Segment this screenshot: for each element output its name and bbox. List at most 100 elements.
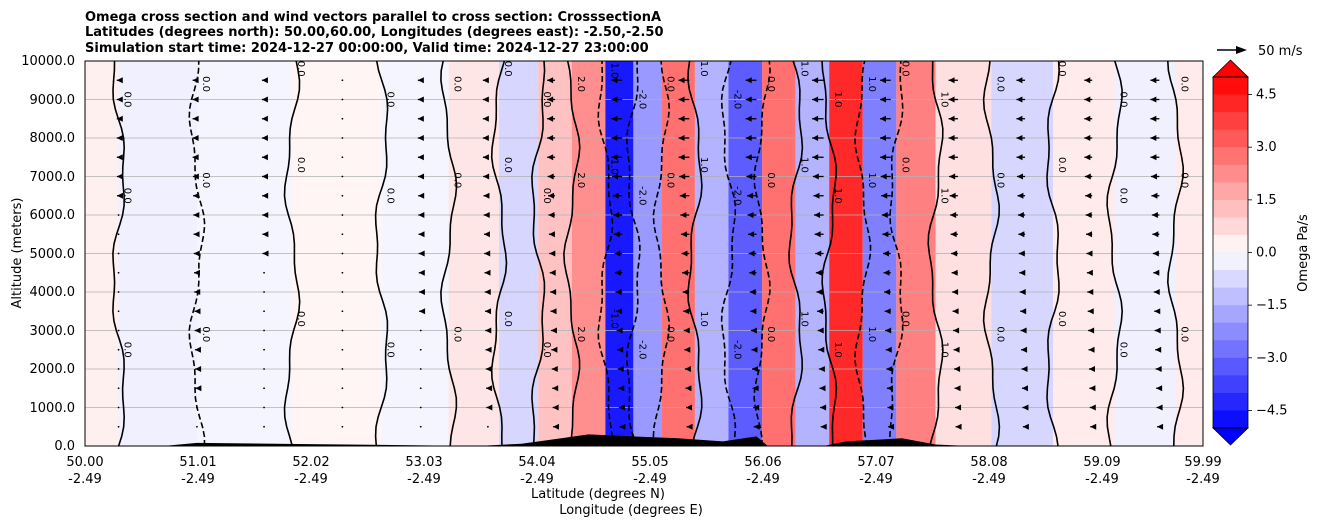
wind-vector	[341, 79, 344, 82]
wind-vector	[341, 117, 344, 120]
contour-line	[753, 61, 771, 446]
contour-label: -2.0	[636, 340, 647, 360]
contour-label: 0.0	[200, 326, 211, 342]
colorbar-label: Omega Pa/s	[1296, 214, 1311, 292]
wind-vector-head	[550, 308, 557, 315]
contour-label: 0.0	[452, 76, 463, 92]
wind-vector-head	[949, 192, 956, 199]
contour-label: 0.0	[385, 188, 396, 204]
contour-label: 0.0	[541, 188, 552, 204]
contour-line	[889, 61, 904, 446]
y-axis: 0.0 1000.0 2000.0 3000.0 4000.0 5000.0 6…	[10, 54, 75, 454]
wind-vector-head	[484, 289, 491, 295]
wind-vector-head	[486, 385, 493, 392]
wind-vector-head	[948, 77, 955, 84]
wind-vector-head	[116, 96, 123, 103]
wind-vector-head	[1021, 385, 1028, 392]
colorbar-tick-label: −4.5	[1256, 403, 1288, 418]
wind-vector	[263, 329, 265, 332]
wind-vector-head	[261, 96, 268, 103]
wind-vector-head	[746, 173, 753, 180]
colorbar-step	[1213, 410, 1248, 428]
wind-vector-head	[612, 173, 619, 180]
wind-vector-head	[482, 115, 489, 122]
wind-vector-head	[194, 269, 201, 276]
wind-vector-head	[812, 115, 819, 122]
wind-vector-head	[748, 250, 755, 257]
x-tick-lon: -2.49	[68, 472, 102, 487]
x-tick-lat: 59.99	[1184, 455, 1221, 470]
wind-vector-head	[1150, 154, 1157, 161]
contour-label: 0.0	[385, 92, 396, 108]
wind-vector	[117, 214, 120, 216]
x-tick-lat: 52.02	[292, 455, 329, 470]
wind-vector-head	[954, 366, 961, 372]
wind-vector-head	[1150, 115, 1157, 122]
contour-line	[821, 61, 838, 446]
wind-vector-head	[194, 308, 201, 315]
wind-vector-head	[818, 366, 825, 372]
contour-label: 0.0	[664, 326, 675, 342]
wind-vector-head	[816, 289, 823, 295]
contour-label: 0.0	[899, 311, 910, 327]
contour-label: 0.0	[295, 61, 306, 77]
wind-vector-head	[1084, 135, 1091, 141]
contour-label: 0.0	[1179, 76, 1190, 92]
wind-vector-head	[262, 173, 269, 180]
contour-line	[490, 61, 508, 446]
wind-vector-head	[548, 192, 555, 199]
wind-vector	[341, 252, 344, 255]
wind-vector-head	[949, 173, 956, 180]
contour-label: 0.0	[994, 76, 1005, 92]
wind-vector-head	[1089, 404, 1096, 411]
wind-vector-head	[681, 250, 688, 257]
wind-vector-head	[484, 269, 491, 276]
contour-line	[927, 61, 944, 446]
x-tick-lon: -2.49	[1186, 472, 1220, 487]
contour-label: 1.0	[799, 311, 810, 327]
colorbar-step	[1213, 77, 1248, 95]
wind-vector-head	[1020, 308, 1027, 315]
wind-vector-head	[678, 135, 685, 141]
contour-line	[597, 61, 614, 446]
contour-label: 0.0	[664, 172, 675, 188]
wind-vector-head	[1151, 192, 1158, 199]
wind-vector-head	[1155, 346, 1162, 353]
x-tick-lon: -2.49	[520, 472, 554, 487]
contour-label: 0.0	[502, 311, 513, 327]
wind-vector-head	[192, 115, 199, 122]
contour-label: 0.0	[385, 342, 396, 358]
wind-vector-head	[951, 250, 958, 257]
wind-vector	[117, 233, 120, 236]
wind-vector-head	[815, 250, 822, 257]
wind-vector-head	[482, 154, 489, 161]
wind-vector-head	[753, 404, 760, 411]
wind-vector-head	[948, 135, 955, 141]
wind-vector	[117, 271, 120, 274]
y-tick-label: 5000.0	[30, 247, 76, 262]
wind-vector-head	[812, 96, 819, 103]
y-tick-label: 0.0	[54, 439, 75, 454]
wind-vector-head	[749, 289, 756, 295]
colorbar: 4.5 3.0 1.5 0.0 −1.5 −3.0 −4.5 Omega Pa/s	[1212, 59, 1311, 446]
contour-label: 0.0	[1179, 172, 1190, 188]
wind-vector-head	[746, 192, 753, 199]
wind-vector-head	[192, 154, 199, 161]
colorbar-tick-label: 1.5	[1256, 193, 1277, 208]
colorbar-tick-label: −1.5	[1256, 298, 1288, 313]
wind-vector	[117, 425, 120, 428]
wind-vector-head	[684, 366, 691, 372]
wind-vector-head	[814, 212, 821, 218]
wind-vector-head	[1017, 212, 1024, 218]
wind-vector-head	[619, 423, 626, 430]
contour-label: 0.0	[664, 76, 675, 92]
wind-vector	[419, 406, 422, 409]
contour-label: 1.0	[799, 61, 810, 77]
wind-vector	[263, 406, 265, 409]
wind-vector-head	[1086, 231, 1093, 238]
wind-vector	[117, 329, 120, 332]
wind-vector-head	[879, 96, 886, 103]
contour-label: -2.0	[731, 186, 742, 206]
x-tick-lat: 53.03	[405, 455, 442, 470]
wind-vector	[419, 329, 422, 332]
